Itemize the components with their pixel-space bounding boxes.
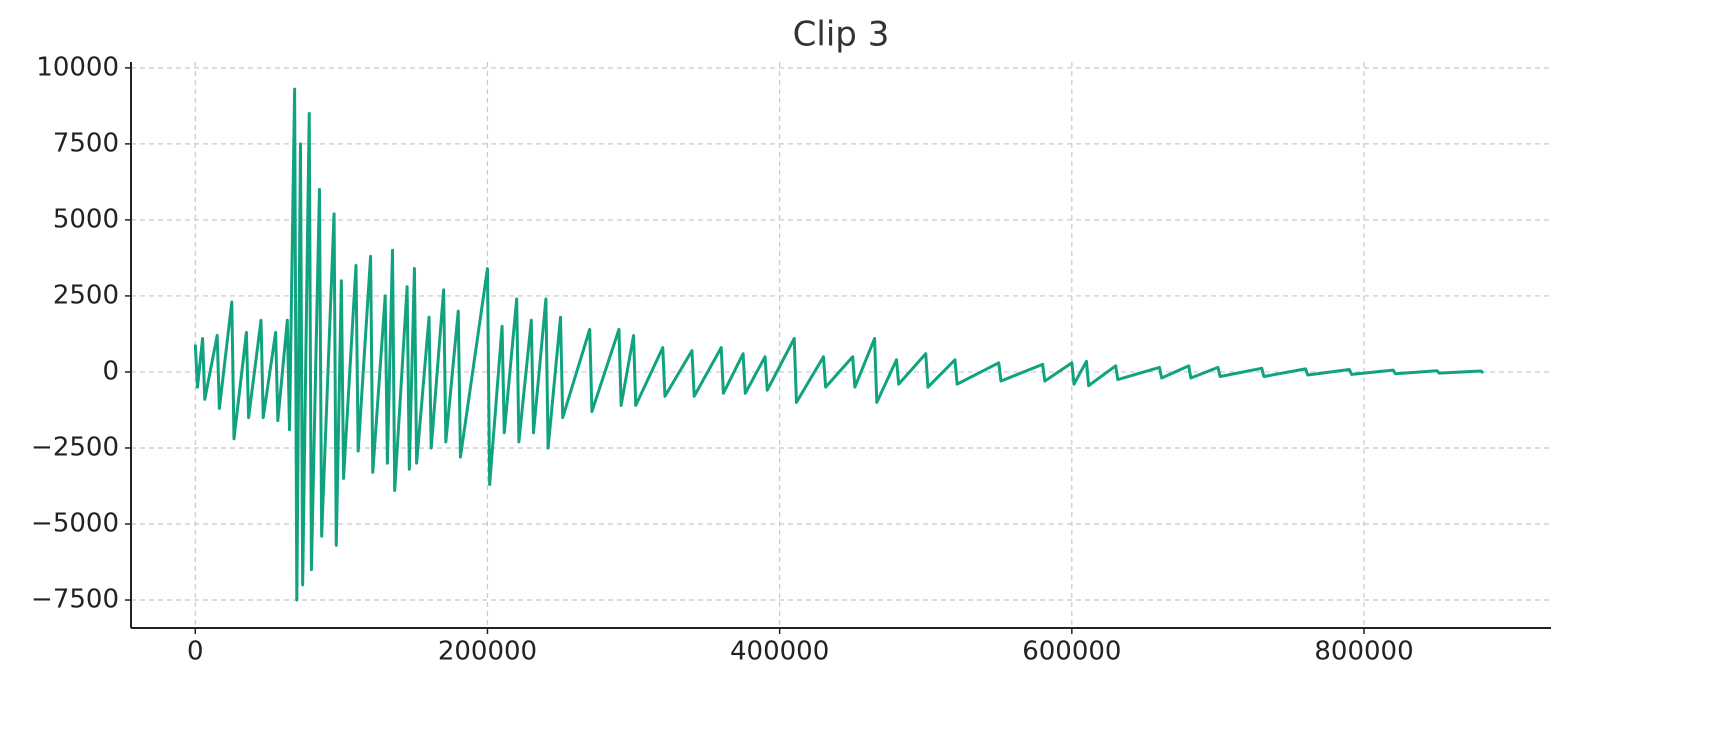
y-tick-label: −5000 <box>31 508 119 538</box>
x-tick-label: 0 <box>187 637 204 667</box>
y-tick-label: 7500 <box>53 128 119 158</box>
x-tick-label: 800000 <box>1314 637 1413 667</box>
y-tick-label: 0 <box>102 356 119 386</box>
x-tick-label: 400000 <box>730 637 829 667</box>
y-tick-label: 5000 <box>53 204 119 234</box>
x-tick-label: 600000 <box>1022 637 1121 667</box>
x-tick-label: 200000 <box>438 637 537 667</box>
y-tick-label: −7500 <box>31 585 119 615</box>
y-tick-label: 10000 <box>36 52 119 82</box>
waveform-line <box>193 87 1485 602</box>
y-tick-label: −2500 <box>31 432 119 462</box>
chart-title: Clip 3 <box>793 15 890 55</box>
y-tick-label: 2500 <box>53 280 119 310</box>
